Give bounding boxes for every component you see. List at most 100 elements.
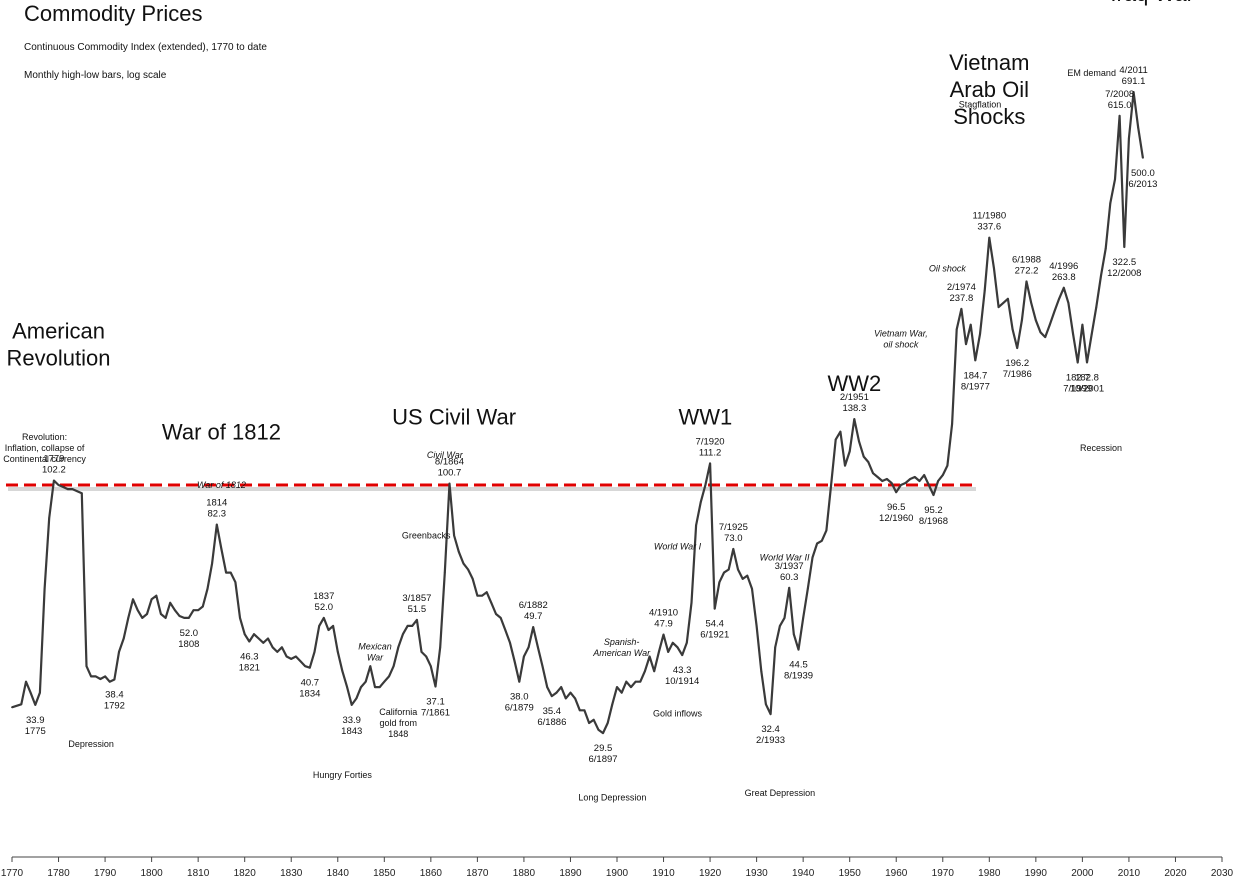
price-point: [611, 703, 614, 706]
price-point: [490, 601, 493, 604]
price-point: [304, 665, 307, 668]
price-point: [425, 655, 428, 658]
chart-note: Monthly high-low bars, log scale: [24, 70, 167, 81]
price-point: [155, 594, 158, 597]
price-point: [839, 430, 842, 433]
price-point: [1067, 302, 1070, 304]
x-tick-label: 1980: [978, 868, 1001, 879]
x-tick-label: 1940: [792, 868, 815, 879]
price-point: [718, 581, 721, 584]
price-point: [606, 722, 609, 724]
price-point: [350, 704, 353, 706]
price-point: [262, 641, 265, 644]
price-point: [34, 704, 37, 706]
data-label: 95.2 8/1968: [919, 505, 948, 527]
price-point: [11, 706, 13, 709]
price-point: [955, 328, 958, 331]
price-point: [360, 686, 362, 688]
price-point: [779, 625, 781, 627]
price-point: [872, 472, 874, 475]
price-point: [76, 490, 79, 493]
x-tick-label: 1890: [559, 868, 582, 879]
price-point: [923, 474, 926, 476]
price-point: [699, 501, 702, 503]
price-point: [625, 680, 628, 683]
price-point: [295, 655, 297, 658]
event-label-small: Spanish-American War: [592, 637, 651, 658]
price-point: [211, 562, 214, 565]
event-label-small: Depression: [68, 739, 114, 749]
price-point: [164, 617, 167, 619]
x-tick-label: 2010: [1118, 868, 1141, 879]
data-label: 196.2 7/1986: [1003, 358, 1032, 380]
price-point: [90, 675, 92, 678]
price-point: [53, 479, 55, 482]
data-label: 35.4 6/1886: [537, 706, 566, 728]
price-point: [513, 660, 516, 663]
data-label: 182.7 7/1999: [1063, 373, 1092, 395]
data-label: 2/1974 237.8: [947, 282, 976, 304]
data-label: 1814 82.3: [206, 498, 227, 520]
price-point: [271, 646, 274, 649]
price-point: [904, 482, 907, 484]
price-point: [746, 574, 749, 577]
price-point: [886, 478, 888, 480]
price-point: [681, 654, 684, 656]
price-point: [616, 686, 618, 688]
price-point: [411, 625, 414, 627]
price-point: [806, 587, 809, 590]
price-point: [332, 625, 334, 627]
price-point: [248, 640, 251, 643]
data-label: 33.9 1775: [25, 715, 46, 737]
price-point: [434, 685, 437, 688]
price-point: [429, 665, 432, 668]
price-point: [634, 680, 637, 683]
data-label: 182.8 10/2001: [1070, 372, 1104, 394]
price-point: [220, 548, 223, 550]
price-point: [862, 455, 865, 458]
price-point: [1100, 274, 1102, 277]
price-point: [457, 550, 460, 553]
price-point: [574, 697, 576, 700]
price-point: [206, 587, 209, 590]
chart-subtitle: Continuous Commodity Index (extended), 1…: [24, 42, 267, 53]
price-point: [383, 680, 386, 683]
price-point: [811, 556, 814, 559]
price-point: [602, 732, 604, 734]
price-point: [848, 450, 851, 453]
price-point: [1132, 91, 1135, 93]
price-point: [769, 713, 772, 715]
price-point: [197, 609, 200, 612]
price-point: [690, 601, 693, 604]
price-point: [85, 665, 88, 668]
event-label-small: Gold inflows: [653, 709, 703, 719]
data-label: 43.3 10/1914: [665, 665, 699, 687]
price-point: [1118, 114, 1121, 117]
x-tick-label: 1920: [699, 868, 722, 879]
price-point: [48, 517, 51, 519]
price-point: [1021, 319, 1023, 322]
price-point: [290, 658, 293, 660]
price-point: [374, 686, 376, 688]
price-point: [1034, 319, 1037, 322]
reference-line-group: [6, 483, 976, 491]
price-point: [667, 651, 670, 653]
price-point: [1058, 297, 1060, 300]
price-point: [578, 709, 581, 712]
price-point: [820, 539, 823, 542]
price-point: [965, 343, 967, 345]
price-point: [895, 491, 898, 494]
event-label-large: US Civil War: [392, 404, 516, 429]
event-label-large: WW2: [827, 371, 881, 396]
price-point: [397, 646, 400, 649]
price-point: [765, 703, 767, 706]
data-label: 38.4 1792: [104, 690, 125, 712]
price-point: [792, 633, 795, 636]
price-point: [122, 637, 125, 640]
price-point: [1114, 178, 1116, 181]
price-point: [1030, 302, 1033, 304]
data-label: 7/2008 615.0: [1105, 89, 1134, 111]
event-label-large: WW1: [679, 404, 733, 429]
price-point: [737, 568, 739, 571]
